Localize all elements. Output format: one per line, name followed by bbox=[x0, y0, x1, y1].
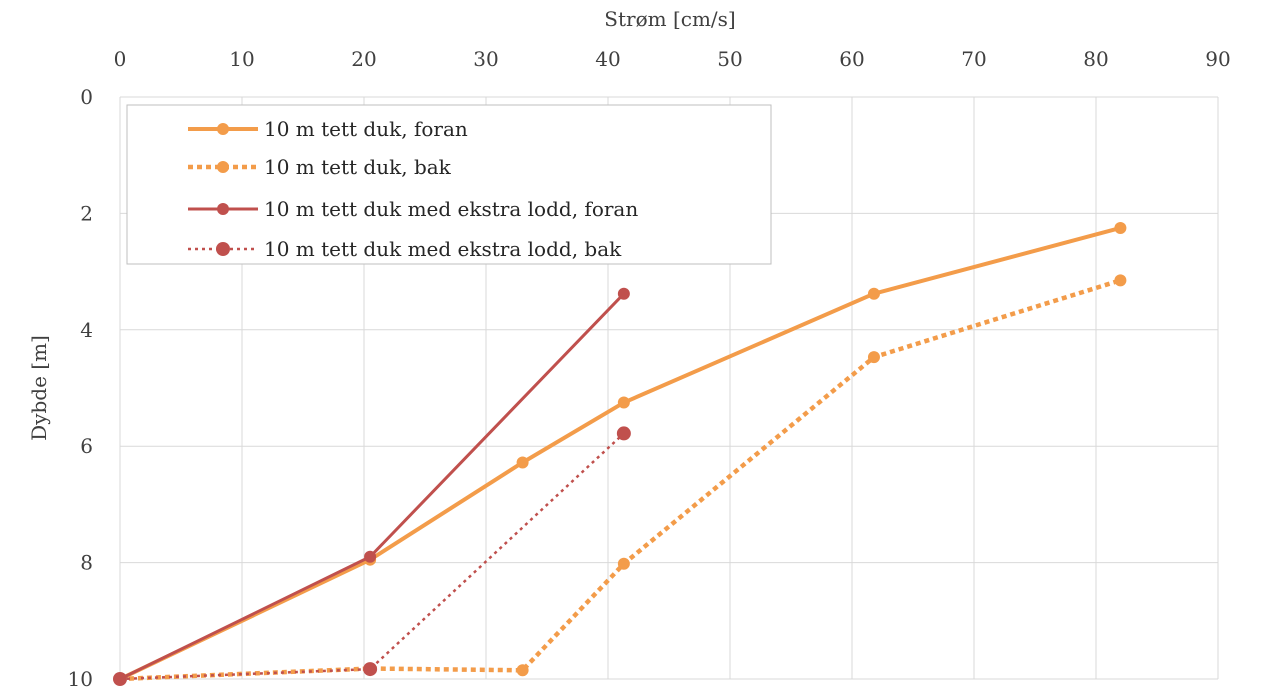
x-tick-label: 20 bbox=[351, 47, 376, 71]
y-tick-label: 6 bbox=[80, 434, 93, 458]
series-line bbox=[119, 292, 625, 681]
y-tick-label: 0 bbox=[80, 85, 93, 109]
legend-box bbox=[126, 104, 772, 265]
series-2 bbox=[114, 274, 1127, 685]
data-point bbox=[617, 557, 630, 570]
series-line bbox=[119, 226, 1121, 681]
x-tick-label: 50 bbox=[717, 47, 742, 71]
data-point bbox=[1114, 221, 1127, 234]
y-axis-title: Dybde [m] bbox=[27, 335, 51, 441]
data-point bbox=[1114, 274, 1127, 287]
legend-label: 10 m tett duk med ekstra lodd, foran bbox=[264, 197, 638, 221]
data-point bbox=[616, 426, 631, 441]
data-point bbox=[516, 664, 529, 677]
data-point bbox=[364, 550, 377, 563]
y-tick-label: 8 bbox=[80, 551, 93, 575]
series-layer bbox=[113, 221, 1127, 686]
x-tick-label: 70 bbox=[961, 47, 986, 71]
x-tick-label: 60 bbox=[839, 47, 864, 71]
y-tick-label: 4 bbox=[80, 318, 93, 342]
x-tick-label: 80 bbox=[1083, 47, 1108, 71]
y-tick-label: 2 bbox=[80, 201, 93, 225]
legend-label: 10 m tett duk med ekstra lodd, bak bbox=[264, 237, 622, 261]
data-point bbox=[617, 396, 630, 409]
data-point bbox=[516, 456, 529, 469]
data-point bbox=[617, 287, 630, 300]
series-line bbox=[119, 278, 1122, 682]
x-tick-label: 90 bbox=[1205, 47, 1230, 71]
legend-swatch-marker bbox=[217, 123, 229, 135]
x-tick-label: 10 bbox=[229, 47, 254, 71]
legend: 10 m tett duk, foran 10 m tett duk, bak 10… bbox=[126, 104, 772, 265]
legend-item-1: 10 m tett duk, foran bbox=[188, 117, 468, 141]
y-tick-label: 10 bbox=[68, 667, 93, 691]
legend-label: 10 m tett duk, bak bbox=[264, 155, 452, 179]
legend-label: 10 m tett duk, foran bbox=[264, 117, 468, 141]
x-tick-label: 40 bbox=[595, 47, 620, 71]
series-4 bbox=[113, 426, 631, 686]
tick-labels: 0 10 20 30 40 50 60 70 80 90 0 2 4 6 8 10 bbox=[68, 47, 1231, 691]
data-point bbox=[363, 662, 378, 677]
x-tick-label: 30 bbox=[473, 47, 498, 71]
x-tick-label: 0 bbox=[114, 47, 127, 71]
x-axis-title: Strøm [cm/s] bbox=[604, 7, 735, 31]
data-point bbox=[867, 351, 880, 364]
legend-item-3: 10 m tett duk med ekstra lodd, foran bbox=[188, 197, 638, 221]
data-point bbox=[867, 287, 880, 300]
legend-item-2: 10 m tett duk, bak bbox=[188, 155, 452, 179]
legend-item-4: 10 m tett duk med ekstra lodd, bak bbox=[188, 237, 622, 261]
data-point bbox=[113, 672, 127, 686]
series-3 bbox=[114, 287, 630, 685]
legend-swatch-marker bbox=[216, 242, 230, 256]
legend-swatch-marker bbox=[217, 161, 229, 173]
legend-swatch-marker bbox=[217, 203, 229, 215]
